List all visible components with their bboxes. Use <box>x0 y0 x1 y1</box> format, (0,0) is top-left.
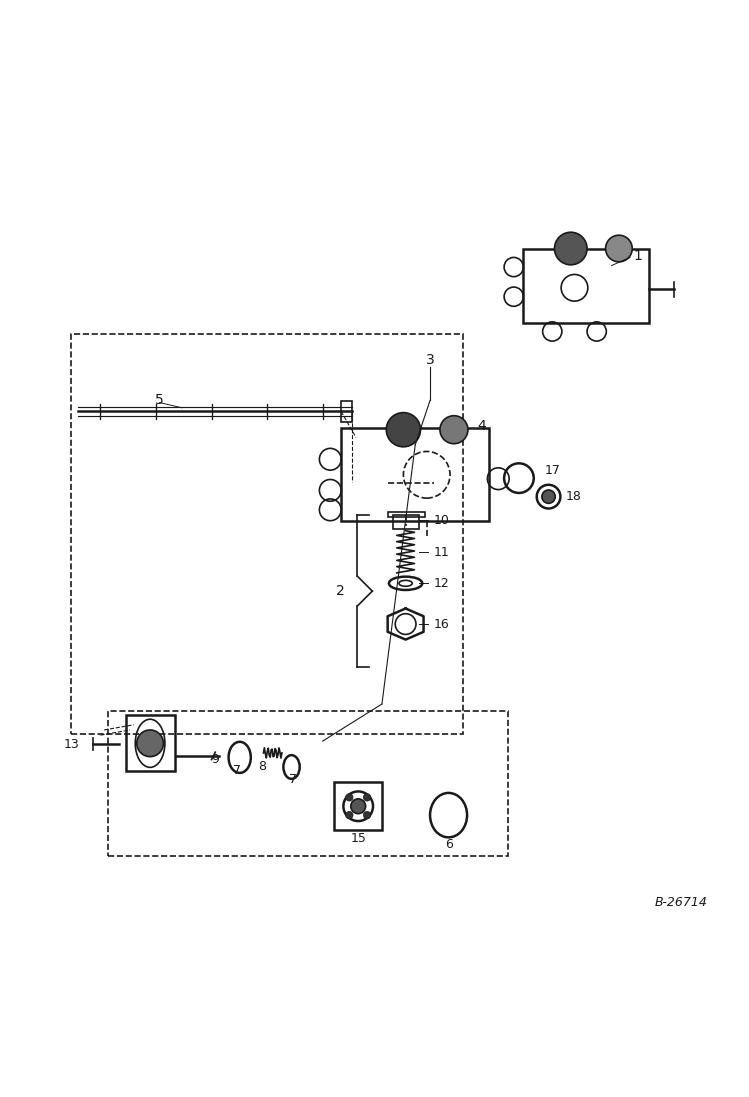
Text: 4: 4 <box>478 419 486 433</box>
Text: 10: 10 <box>434 513 449 527</box>
Text: 2: 2 <box>336 584 345 598</box>
Text: 1: 1 <box>633 249 642 263</box>
Text: 17: 17 <box>545 464 561 477</box>
Circle shape <box>440 416 468 443</box>
Text: 6: 6 <box>445 838 452 851</box>
Bar <box>342 402 352 422</box>
Text: 9: 9 <box>211 753 219 766</box>
Text: 15: 15 <box>351 833 366 846</box>
Circle shape <box>606 235 632 262</box>
Bar <box>523 249 649 323</box>
Text: 7: 7 <box>289 773 297 787</box>
Text: 12: 12 <box>434 577 449 590</box>
Text: 11: 11 <box>434 545 449 558</box>
Bar <box>393 516 419 529</box>
Text: 18: 18 <box>565 490 581 504</box>
Circle shape <box>137 730 163 757</box>
Circle shape <box>351 799 366 814</box>
Text: 5: 5 <box>155 394 164 407</box>
Text: 3: 3 <box>425 352 434 366</box>
Text: 13: 13 <box>64 738 79 751</box>
Circle shape <box>345 812 353 818</box>
Circle shape <box>554 233 587 264</box>
Text: 7: 7 <box>234 765 241 777</box>
Bar <box>108 712 508 856</box>
Bar <box>388 512 425 517</box>
Circle shape <box>345 793 353 801</box>
Text: 16: 16 <box>434 618 449 631</box>
Bar <box>71 333 464 734</box>
Text: 8: 8 <box>258 760 266 773</box>
Circle shape <box>542 490 555 504</box>
Circle shape <box>386 412 420 446</box>
Bar <box>342 428 489 521</box>
Circle shape <box>363 812 371 818</box>
Text: B-26714: B-26714 <box>655 896 708 909</box>
Circle shape <box>363 793 371 801</box>
Bar <box>334 782 382 830</box>
Bar <box>127 715 175 771</box>
